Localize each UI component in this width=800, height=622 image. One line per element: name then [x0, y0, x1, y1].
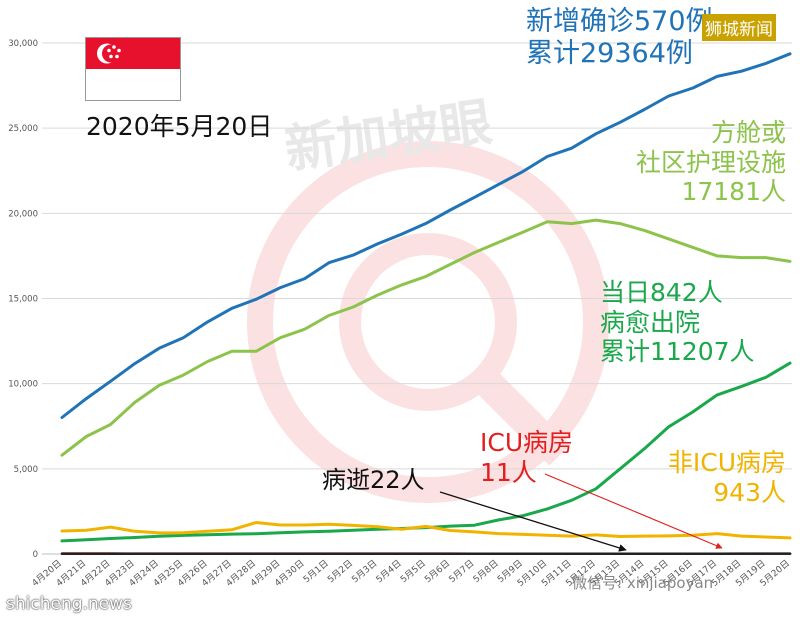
crescent-stars-icon	[97, 43, 121, 64]
x-tick-label: 5月4日	[374, 558, 404, 585]
x-tick-label: 5月2日	[325, 558, 355, 585]
x-tick-label: 5月1日	[301, 558, 331, 585]
x-tick-label: 5月6日	[423, 558, 453, 585]
deaths-arrow	[439, 491, 627, 552]
date-label: 2020年5月20日	[86, 112, 273, 141]
y-tick-label: 15,000	[8, 295, 38, 305]
icu-arrow	[544, 473, 723, 549]
watermark-logo: 新加坡眼	[247, 93, 609, 503]
site-watermark: shicheng.news	[6, 594, 132, 614]
deaths-label: 病逝22人	[322, 466, 425, 494]
y-tick-label: 25,000	[8, 124, 38, 134]
confirmed-total-text: 累计29364例	[526, 37, 693, 69]
series-line-non_icu	[60, 521, 792, 540]
x-tick-label: 5月8日	[471, 558, 501, 585]
community-care-line1: 方舱或	[710, 118, 786, 147]
confirmed-label: 新增确诊570例 累计29364例	[526, 6, 713, 70]
series-line-community_care	[60, 218, 792, 457]
discharged-total-text: 累计11207人	[600, 337, 755, 366]
discharged-daily-text: 当日842人	[600, 278, 723, 307]
x-tick-label: 5月5日	[398, 558, 428, 585]
singapore-flag	[85, 37, 181, 101]
series-lines	[60, 52, 792, 556]
wechat-watermark: 微信号: xinjiapoyan	[572, 574, 714, 592]
y-tick-label: 0	[33, 550, 38, 560]
y-tick-label: 20,000	[8, 209, 38, 219]
non-icu-count: 943人	[713, 477, 786, 507]
y-tick-label: 30,000	[8, 39, 38, 49]
non-icu-label-text: 非ICU病房	[667, 448, 786, 477]
discharged-label-text: 病愈出院	[600, 307, 701, 337]
icu-label-text: ICU病房	[480, 428, 574, 457]
brand-watermark: 狮城新闻	[702, 14, 776, 41]
series-line-confirmed	[60, 52, 792, 419]
discharged-label: 当日842人 病愈出院 累计11207人	[600, 278, 755, 367]
non-icu-label: 非ICU病房 943人	[668, 448, 786, 507]
y-tick-label: 5,000	[14, 465, 38, 475]
x-tick-label: 5月7日	[447, 558, 477, 585]
confirmed-new-text: 新增确诊570例	[526, 6, 713, 37]
community-care-label: 方舱或 社区护理设施 17181人	[636, 118, 786, 207]
y-tick-label: 10,000	[8, 380, 38, 390]
x-tick-label: 5月3日	[350, 558, 380, 585]
icu-count: 11人	[480, 457, 537, 487]
community-care-line2: 社区护理设施	[635, 147, 786, 177]
annotation-arrows	[439, 473, 723, 552]
community-care-count: 17181人	[681, 177, 786, 206]
icu-label: ICU病房 11人	[480, 428, 573, 487]
